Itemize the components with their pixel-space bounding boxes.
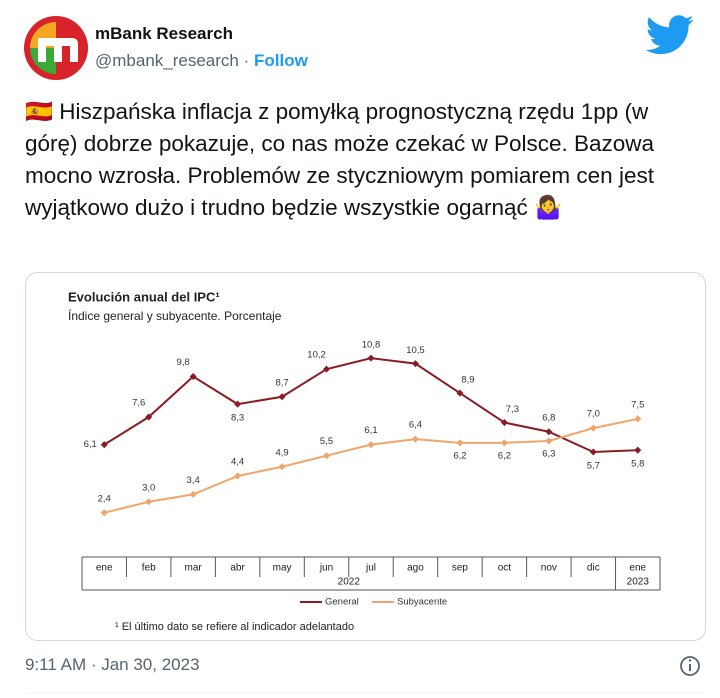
value-label: 9,8 xyxy=(177,357,190,368)
point xyxy=(456,389,464,397)
value-label: 10,5 xyxy=(406,345,425,356)
value-label: 5,7 xyxy=(587,461,600,472)
point xyxy=(278,463,286,471)
x-tick-label: abr xyxy=(230,563,245,574)
point xyxy=(545,437,553,445)
author-name[interactable]: mBank Research xyxy=(95,24,233,43)
value-label: 6,1 xyxy=(84,439,97,450)
point xyxy=(634,415,642,423)
point xyxy=(145,498,153,506)
point xyxy=(278,393,286,401)
point xyxy=(367,441,375,449)
value-label: 7,6 xyxy=(132,398,145,409)
point xyxy=(234,472,242,480)
x-tick-label: jul xyxy=(365,563,376,574)
point xyxy=(100,441,108,449)
value-label: 6,2 xyxy=(498,450,511,461)
point xyxy=(323,365,331,373)
timestamp[interactable]: 9:11 AM · Jan 30, 2023 xyxy=(25,655,200,674)
point xyxy=(589,424,597,432)
media-frame xyxy=(25,272,706,641)
author-line: @mbank_research · Follow xyxy=(95,51,308,71)
twitter-logo[interactable] xyxy=(645,15,694,55)
value-label: 6,2 xyxy=(453,450,466,461)
value-label: 10,2 xyxy=(307,350,326,361)
x-tick-label: dic xyxy=(587,563,600,574)
point xyxy=(367,354,375,362)
point xyxy=(500,419,508,427)
x-tick-label: feb xyxy=(142,563,156,574)
author-handle[interactable]: @mbank_research xyxy=(95,51,239,70)
point xyxy=(411,435,419,443)
value-label: 6,8 xyxy=(542,412,555,423)
tweet-text: 🇪🇸 Hiszpańska inflacja z pomyłką prognos… xyxy=(25,99,655,220)
value-label: 8,9 xyxy=(461,375,474,386)
value-label: 3,4 xyxy=(187,475,200,486)
value-label: 7,5 xyxy=(631,399,644,410)
point xyxy=(145,413,153,421)
value-label: 3,0 xyxy=(142,482,155,493)
point xyxy=(323,452,331,460)
value-label: 7,0 xyxy=(587,409,600,420)
info-icon-part xyxy=(688,659,692,662)
value-label: 8,7 xyxy=(275,377,288,388)
year-label: 2023 xyxy=(627,577,650,588)
x-tick-label: oct xyxy=(498,563,512,574)
point xyxy=(189,490,197,498)
avatar-logo xyxy=(38,38,78,62)
value-label: 5,5 xyxy=(320,436,333,447)
point xyxy=(589,448,597,456)
info-icon-part xyxy=(689,664,691,671)
x-tick-label: ago xyxy=(407,563,424,574)
value-label: 8,3 xyxy=(231,413,244,424)
value-label: 10,8 xyxy=(362,340,381,351)
point xyxy=(189,372,197,381)
x-tick-label: nov xyxy=(541,563,557,574)
chart-subtitle: Índice general y subyacente. Porcentaje xyxy=(68,308,282,323)
value-label: 7,3 xyxy=(506,404,519,415)
x-tick-label: may xyxy=(273,563,292,574)
separator: · xyxy=(243,51,250,70)
point xyxy=(234,400,242,408)
x-tick-label: ene xyxy=(629,563,646,574)
value-label: 5,8 xyxy=(631,459,644,470)
x-tick-label: ene xyxy=(96,563,113,574)
chart-title: Evolución anual del IPC¹ xyxy=(68,289,220,304)
point xyxy=(100,509,108,517)
x-tick-label: sep xyxy=(452,563,469,574)
x-tick-label: jun xyxy=(319,563,333,574)
value-label: 4,4 xyxy=(231,456,244,467)
legend-label: Subyacente xyxy=(397,597,447,608)
legend-label: General xyxy=(325,597,359,608)
value-label: 2,4 xyxy=(98,493,111,504)
point xyxy=(545,428,553,436)
info-icon[interactable] xyxy=(680,656,700,676)
follow-button[interactable]: Follow xyxy=(254,51,308,70)
value-label: 4,9 xyxy=(275,447,288,458)
x-tick-label: mar xyxy=(185,563,203,574)
point xyxy=(634,446,642,454)
point xyxy=(411,360,419,368)
point xyxy=(500,439,508,447)
point xyxy=(456,439,464,447)
year-label: 2022 xyxy=(338,577,361,588)
footnote: ¹ El último dato se refiere al indicador… xyxy=(115,621,354,633)
value-label: 6,1 xyxy=(364,425,377,436)
value-label: 6,4 xyxy=(409,420,422,431)
value-label: 6,3 xyxy=(542,448,555,459)
